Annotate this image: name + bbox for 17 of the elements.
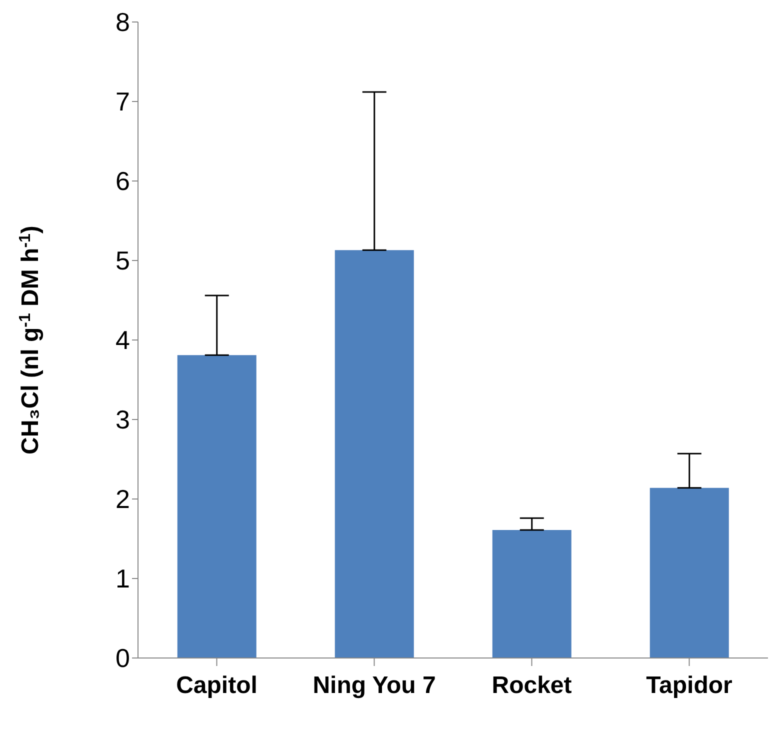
- x-tick-label: Ning You 7: [312, 672, 436, 700]
- y-tick-label: 3: [116, 404, 130, 435]
- bar: [492, 530, 572, 658]
- bar: [177, 355, 256, 658]
- y-tick-label: 1: [116, 564, 130, 594]
- x-tick-label: Rocket: [492, 672, 572, 700]
- y-tick-label: 8: [116, 7, 130, 38]
- x-tick-label: Capitol: [176, 672, 258, 700]
- y-tick-label: 2: [116, 484, 130, 514]
- y-tick-label: 5: [116, 246, 130, 276]
- y-tick-label: 7: [116, 86, 130, 117]
- x-tick-label: Tapidor: [646, 672, 732, 700]
- y-tick-label: 0: [116, 643, 130, 674]
- bar: [334, 250, 414, 658]
- bar: [650, 488, 729, 658]
- y-tick-label: 6: [116, 166, 130, 196]
- y-tick-label: 4: [116, 325, 130, 356]
